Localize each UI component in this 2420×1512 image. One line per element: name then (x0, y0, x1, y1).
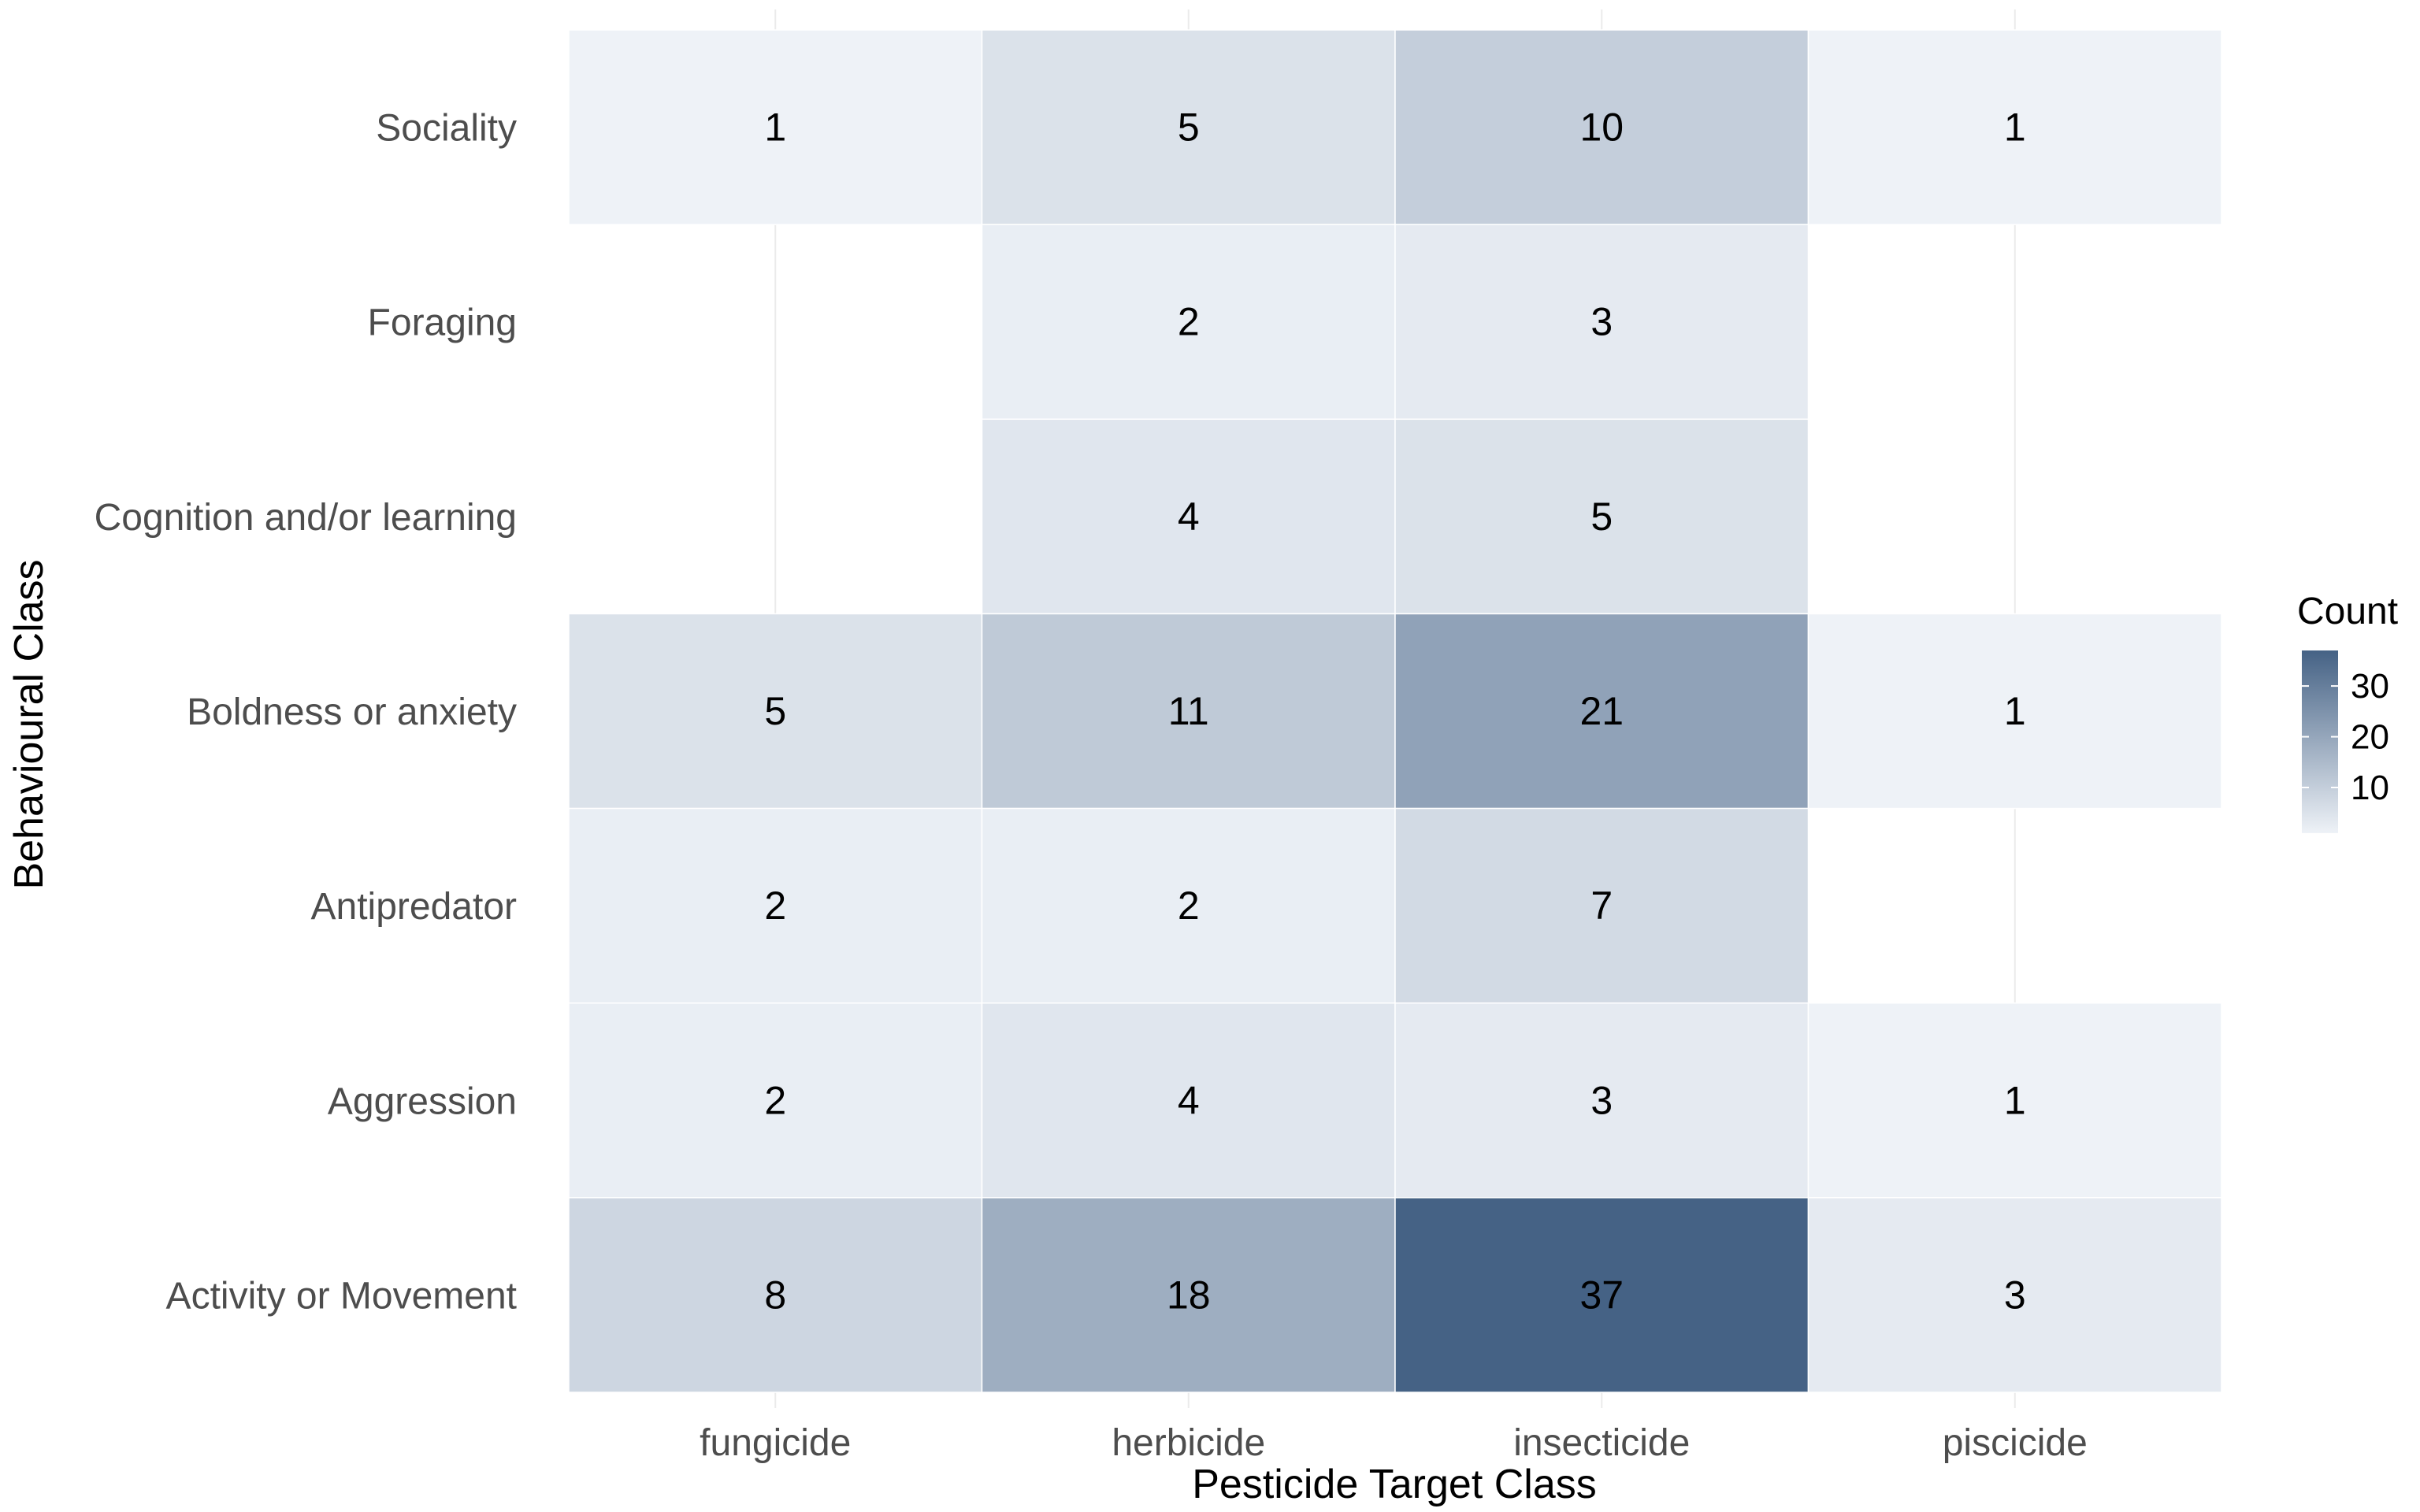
heatmap-cell-aggression-fungicide (568, 1002, 983, 1199)
y-tick-label-aggression: Aggression (328, 1080, 517, 1122)
legend-tick-label: 10 (2351, 769, 2389, 807)
y-tick-label-activity-or-movement: Activity or Movement (166, 1275, 517, 1317)
y-tick-label-antipredator: Antipredator (311, 886, 518, 928)
y-axis-title: Behavioural Class (6, 559, 52, 889)
legend-tick-label: 20 (2351, 718, 2389, 757)
heatmap-cell-foraging-insecticide (1394, 224, 1809, 421)
cell-value-label: 2 (1178, 884, 1200, 928)
cell-value-label: 2 (764, 884, 786, 928)
x-tick-label-insecticide: insecticide (1513, 1422, 1690, 1464)
heatmap-cell-activity-or-movement-fungicide (568, 1197, 983, 1393)
cell-value-label: 1 (2004, 1078, 2026, 1122)
cell-value-label: 5 (764, 689, 786, 733)
heatmap-cell-foraging-herbicide (981, 224, 1396, 421)
heatmap-cell-antipredator-insecticide (1394, 807, 1809, 1004)
cell-value-label: 7 (1590, 884, 1613, 928)
cell-value-label: 18 (1167, 1273, 1211, 1317)
heatmap-cell-aggression-piscicide (1807, 1002, 2222, 1199)
cell-value-label: 5 (1590, 495, 1613, 539)
cell-value-label: 5 (1178, 106, 1200, 150)
heatmap-cell-cognition-and-or-learning-herbicide (981, 418, 1396, 615)
x-axis-ticks: fungicide herbicide insecticide piscicide (700, 1422, 2088, 1464)
cell-value-label: 2 (1178, 300, 1200, 344)
cell-value-label: 2 (764, 1078, 786, 1122)
heatmap-cell-sociality-insecticide (1394, 29, 1809, 225)
x-tick-label-piscicide: piscicide (1943, 1422, 2088, 1464)
heatmap-cells (568, 29, 2222, 1393)
heatmap-cell-aggression-herbicide (981, 1002, 1396, 1199)
cell-value-label: 1 (2004, 689, 2026, 733)
y-tick-label-sociality: Sociality (376, 108, 517, 150)
x-tick-label-fungicide: fungicide (700, 1422, 851, 1464)
heatmap-cell-sociality-fungicide (568, 29, 983, 225)
x-axis-title: Pesticide Target Class (1192, 1462, 1597, 1507)
legend-ticks: 10 20 30 (2302, 667, 2389, 807)
cell-value-label: 3 (1590, 300, 1613, 344)
cell-value-label: 8 (764, 1273, 786, 1317)
heatmap-cell-aggression-insecticide (1394, 1002, 1809, 1199)
legend-colorbar (2302, 650, 2338, 833)
x-tick-label-herbicide: herbicide (1112, 1422, 1265, 1464)
legend-tick-label: 30 (2351, 667, 2389, 706)
color-legend: Count 10 20 30 (2297, 591, 2398, 833)
heatmap-cell-cognition-and-or-learning-insecticide (1394, 418, 1809, 615)
cell-value-label: 10 (1579, 106, 1624, 150)
heatmap-cell-sociality-piscicide (1807, 29, 2222, 225)
heatmap-cell-boldness-or-anxiety-fungicide (568, 613, 983, 810)
heatmap-cell-activity-or-movement-piscicide (1807, 1197, 2222, 1393)
cell-value-label: 37 (1579, 1273, 1624, 1317)
y-tick-label-boldness-or-anxiety: Boldness or anxiety (187, 691, 517, 733)
heatmap-cell-boldness-or-anxiety-piscicide (1807, 613, 2222, 810)
cell-value-labels: 1 5 10 12 34 55 11 21 12 2 72 4 3 18 18 37 3 (764, 106, 2025, 1317)
cell-value-label: 4 (1178, 495, 1200, 539)
heatmap-cell-activity-or-movement-herbicide (981, 1197, 1396, 1393)
heatmap-cell-antipredator-herbicide (981, 807, 1396, 1004)
heatmap-cell-boldness-or-anxiety-insecticide (1394, 613, 1809, 810)
cell-value-label: 3 (1590, 1078, 1613, 1122)
y-axis-ticks: Sociality Foraging Cognition and/or learni… (95, 108, 517, 1317)
cell-value-label: 21 (1579, 689, 1624, 733)
y-tick-label-cognition-and-or-learning: Cognition and/or learning (95, 497, 517, 539)
cell-value-label: 4 (1178, 1078, 1200, 1122)
heatmap-cell-boldness-or-anxiety-herbicide (981, 613, 1396, 810)
cell-value-label: 3 (2004, 1273, 2026, 1317)
cell-value-label: 1 (2004, 106, 2026, 150)
legend-title: Count (2297, 591, 2398, 632)
y-tick-label-foraging: Foraging (368, 302, 517, 344)
heatmap-cell-activity-or-movement-insecticide (1394, 1197, 1809, 1393)
cell-value-label: 11 (1168, 689, 1209, 733)
cell-value-label: 1 (764, 106, 786, 150)
